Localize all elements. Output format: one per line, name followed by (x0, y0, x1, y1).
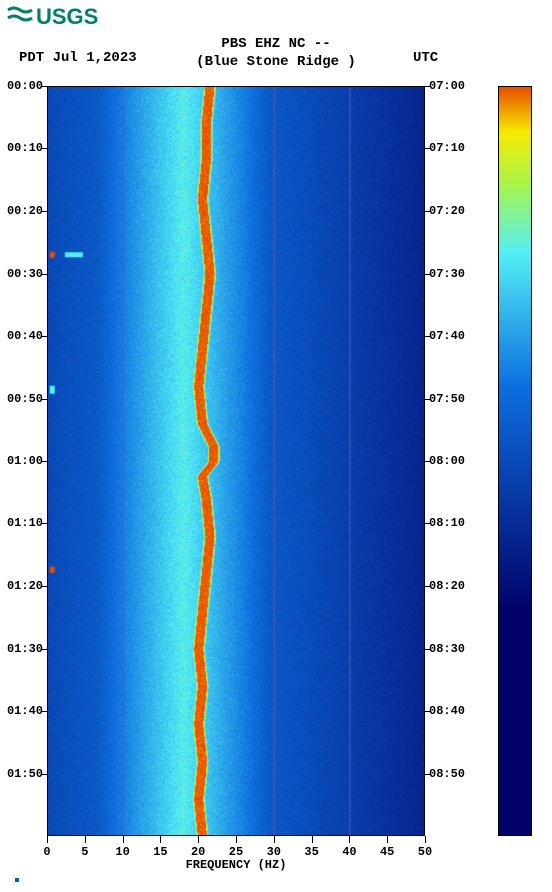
x-tick-mark (274, 836, 275, 843)
x-tick: 35 (304, 845, 318, 859)
colorbar (498, 86, 532, 836)
x-tick: 15 (153, 845, 167, 859)
x-tick-mark (123, 836, 124, 843)
y-right-tick-mark (425, 211, 431, 212)
x-tick: 40 (342, 845, 356, 859)
usgs-logo-text: USGS (36, 4, 98, 29)
page-root: USGS PBS EHZ NC -- (Blue Stone Ridge ) P… (0, 0, 552, 892)
x-tick: 20 (191, 845, 205, 859)
x-tick: 45 (380, 845, 394, 859)
y-left-tick: 01:10 (7, 516, 43, 530)
y-right-tick: 07:00 (429, 79, 465, 93)
colorbar-canvas (499, 87, 531, 835)
x-tick: 25 (229, 845, 243, 859)
y-left-tick-mark (41, 523, 47, 524)
y-right-tick: 07:20 (429, 204, 465, 218)
y-left-tick: 01:00 (7, 454, 43, 468)
y-axis-right: 07:0007:1007:2007:3007:4007:5008:0008:10… (427, 86, 477, 836)
y-left-tick: 01:40 (7, 704, 43, 718)
y-left-tick-mark (41, 461, 47, 462)
x-tick-mark (198, 836, 199, 843)
x-tick-mark (236, 836, 237, 843)
x-tick: 10 (115, 845, 129, 859)
y-left-tick: 00:10 (7, 141, 43, 155)
pdt-date-label: PDT Jul 1,2023 (19, 50, 137, 66)
utc-label: UTC (413, 50, 438, 66)
y-right-tick: 07:10 (429, 141, 465, 155)
x-tick-mark (85, 836, 86, 843)
y-left-tick-mark (41, 399, 47, 400)
y-right-tick-mark (425, 586, 431, 587)
y-left-tick-mark (41, 774, 47, 775)
y-left-tick-mark (41, 711, 47, 712)
y-right-tick: 07:50 (429, 392, 465, 406)
y-right-tick-mark (425, 86, 431, 87)
x-axis: FREQUENCY (HZ) 05101520253035404550 (47, 836, 425, 866)
y-right-tick: 08:40 (429, 704, 465, 718)
x-tick-mark (47, 836, 48, 843)
x-tick-mark (387, 836, 388, 843)
y-right-tick-mark (425, 711, 431, 712)
y-left-tick: 00:00 (7, 79, 43, 93)
y-left-tick-mark (41, 586, 47, 587)
y-right-tick: 07:30 (429, 267, 465, 281)
y-axis-left: 00:0000:1000:2000:3000:4000:5001:0001:10… (0, 86, 45, 836)
y-left-tick-mark (41, 336, 47, 337)
y-left-tick-mark (41, 148, 47, 149)
y-right-tick-mark (425, 148, 431, 149)
y-right-tick-mark (425, 774, 431, 775)
x-tick-mark (312, 836, 313, 843)
y-right-tick: 08:30 (429, 642, 465, 656)
y-left-tick: 01:30 (7, 642, 43, 656)
spectrogram-plot (47, 86, 425, 836)
x-tick-mark (349, 836, 350, 843)
y-left-tick-mark (41, 649, 47, 650)
y-right-tick: 08:20 (429, 579, 465, 593)
footer-marker (15, 878, 19, 882)
y-right-tick-mark (425, 399, 431, 400)
y-right-tick-mark (425, 461, 431, 462)
x-tick: 0 (43, 845, 50, 859)
y-left-tick: 00:40 (7, 329, 43, 343)
x-tick-mark (425, 836, 426, 843)
x-tick: 50 (418, 845, 432, 859)
spectrogram-canvas (47, 86, 425, 836)
usgs-logo: USGS (6, 4, 102, 30)
y-right-tick: 07:40 (429, 329, 465, 343)
y-right-tick: 08:50 (429, 767, 465, 781)
y-right-tick: 08:10 (429, 516, 465, 530)
y-left-tick: 01:50 (7, 767, 43, 781)
y-left-tick-mark (41, 211, 47, 212)
y-left-tick: 00:50 (7, 392, 43, 406)
y-right-tick: 08:00 (429, 454, 465, 468)
y-left-tick-mark (41, 86, 47, 87)
y-left-tick: 00:30 (7, 267, 43, 281)
y-right-tick-mark (425, 649, 431, 650)
y-left-tick: 01:20 (7, 579, 43, 593)
y-right-tick-mark (425, 274, 431, 275)
x-tick: 30 (267, 845, 281, 859)
x-tick: 5 (81, 845, 88, 859)
y-right-tick-mark (425, 523, 431, 524)
y-left-tick: 00:20 (7, 204, 43, 218)
y-left-tick-mark (41, 274, 47, 275)
x-axis-label: FREQUENCY (HZ) (47, 858, 425, 872)
x-tick-mark (160, 836, 161, 843)
y-right-tick-mark (425, 336, 431, 337)
